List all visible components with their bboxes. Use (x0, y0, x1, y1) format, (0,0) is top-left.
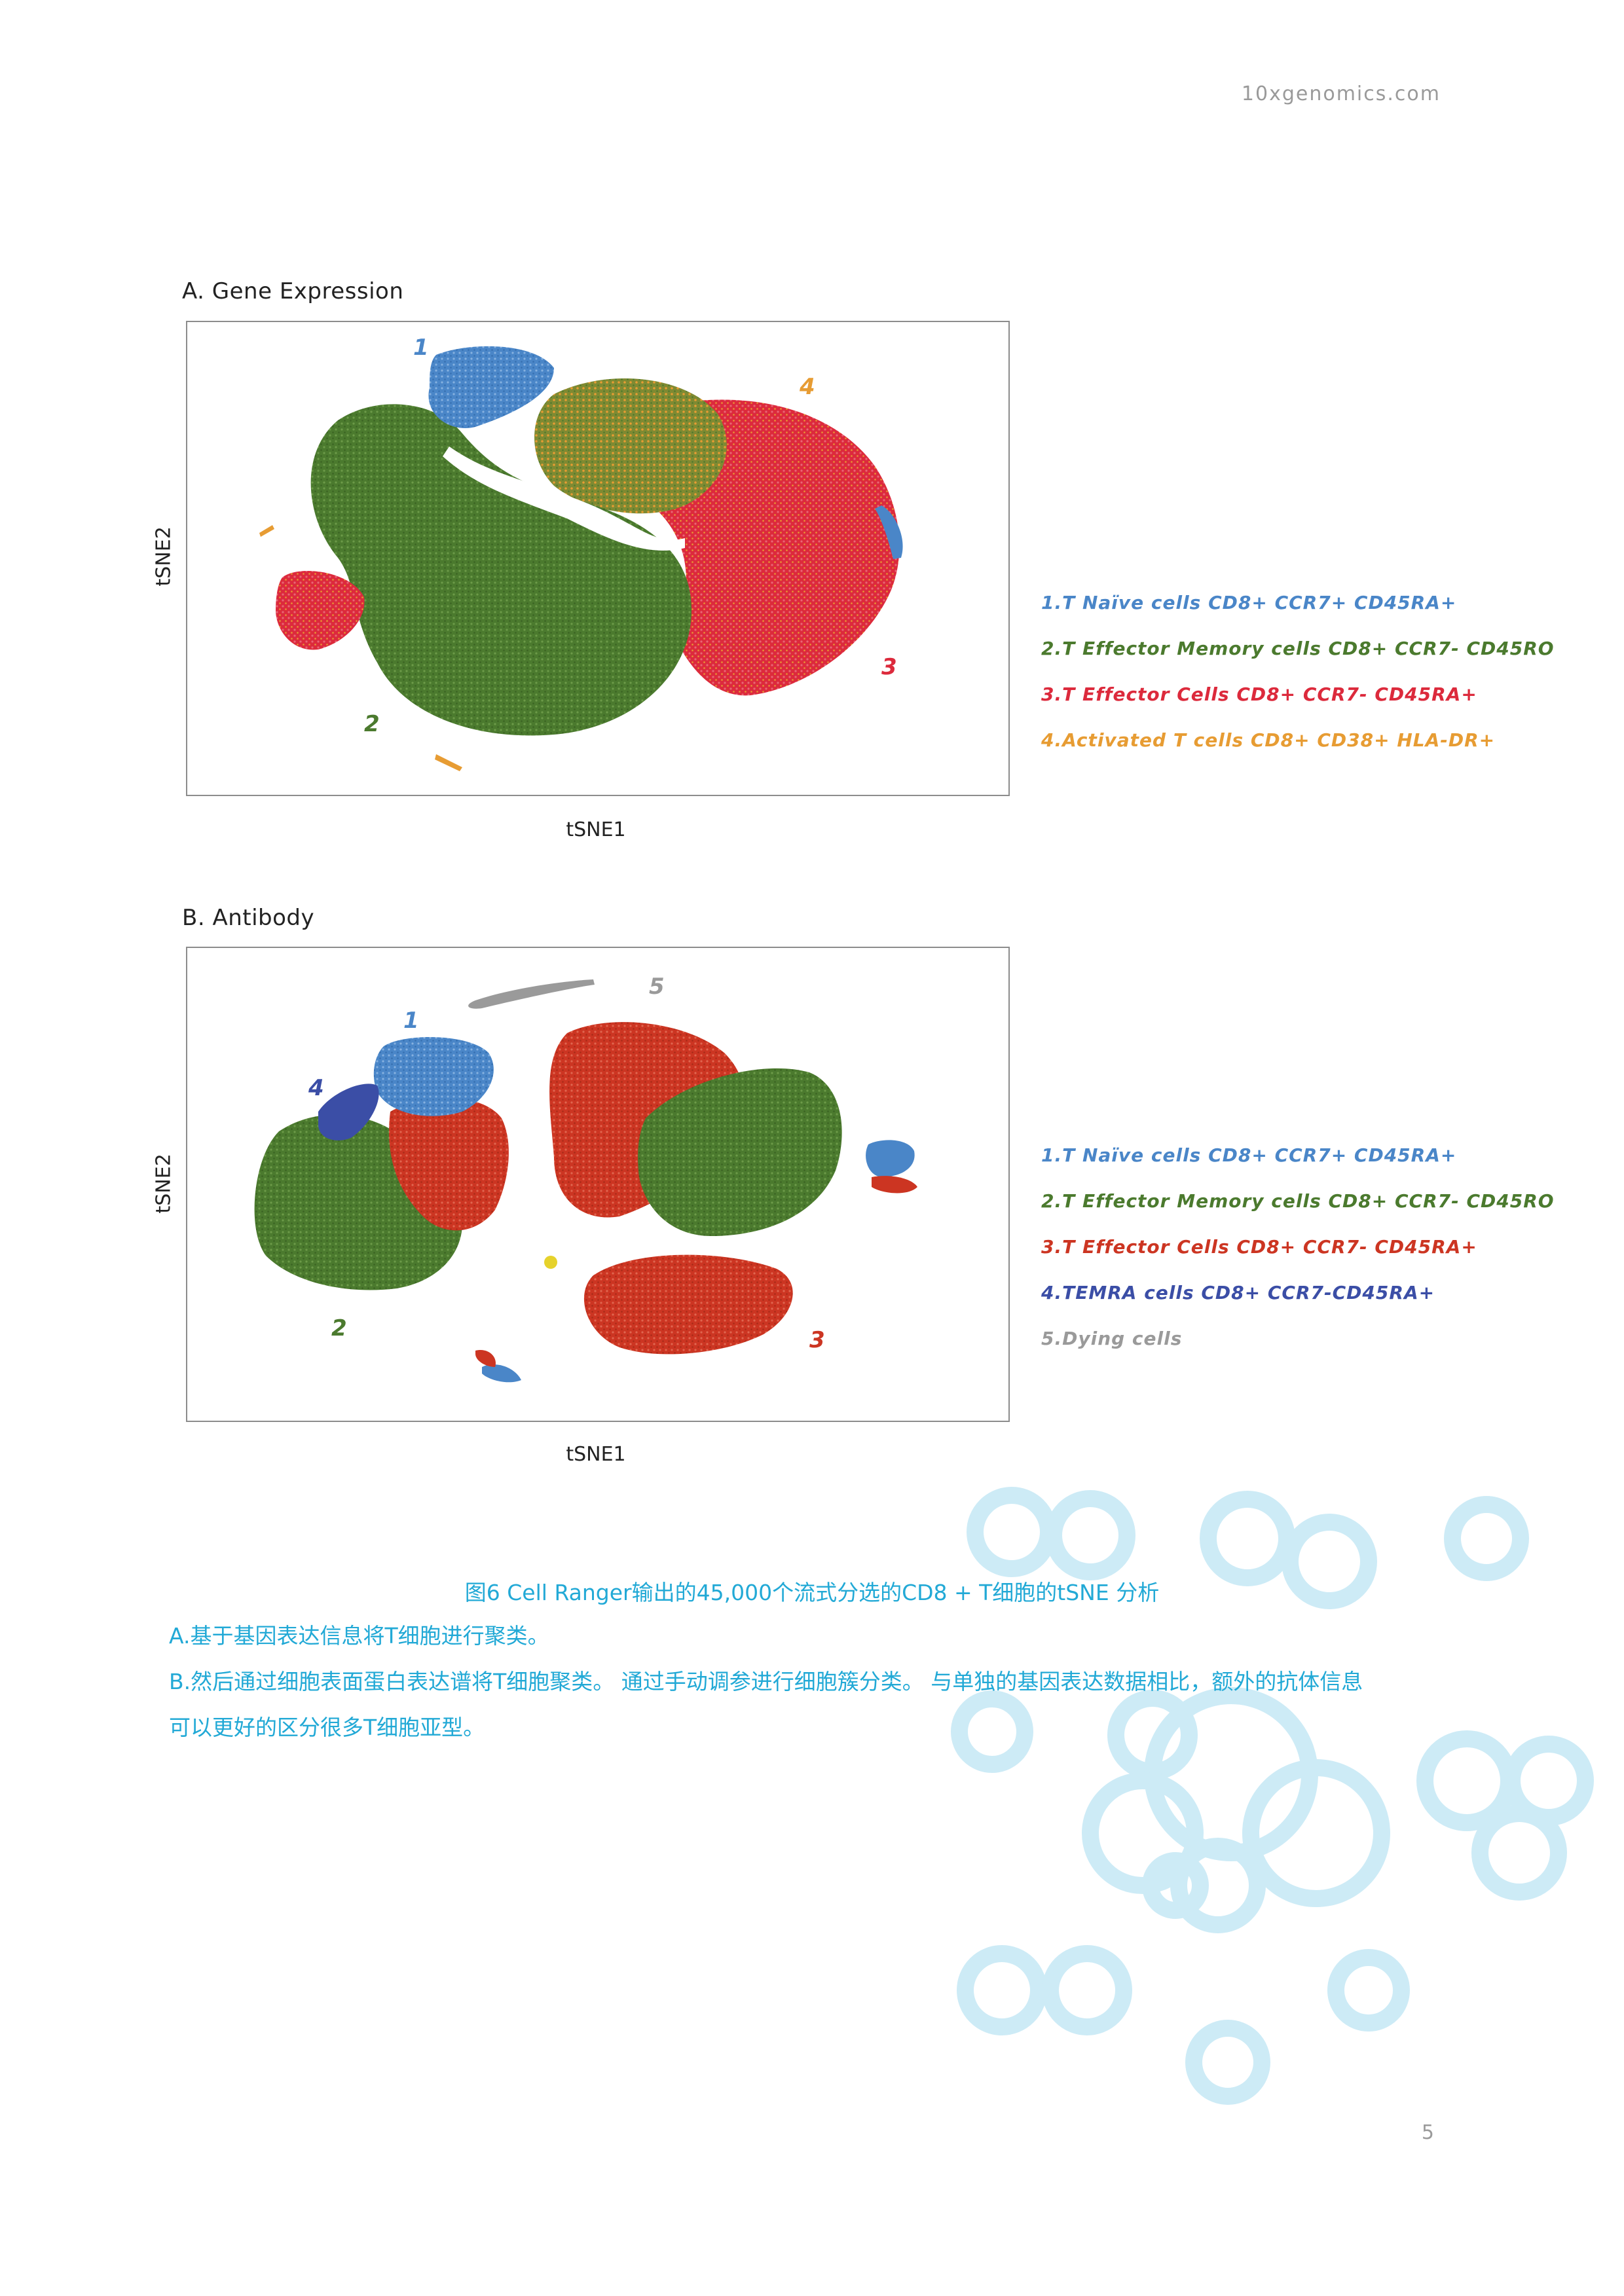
panel-a-tsne: 1 2 3 4 (259, 335, 903, 771)
panel-b-tsne: 1 2 3 4 5 (254, 974, 917, 1383)
panel-b-cluster-label-3: 3 (809, 1327, 825, 1353)
panel-a-cluster-label-1: 1 (413, 335, 429, 361)
panel-b-cluster-label-5: 5 (649, 974, 665, 1000)
panel-b-y-axis-label: tSNE2 (152, 1154, 175, 1214)
panel-a-cluster-label-4: 4 (799, 374, 815, 400)
page-number: 5 (1421, 2121, 1434, 2144)
panel-a-cluster-label-3: 3 (881, 654, 897, 680)
figure-caption-title: 图6 Cell Ranger输出的45,000个流式分选的CD8 + T细胞的t… (464, 1580, 1160, 1605)
cluster-4-region (318, 1084, 379, 1140)
cluster-1-region (373, 1037, 494, 1116)
legend-item-temra: 4.TEMRA cells CD8+ CCR7-CD45RA+ (1041, 1282, 1435, 1303)
cluster-3b-region (276, 571, 365, 650)
panel-a-x-axis-label: tSNE1 (566, 818, 626, 841)
legend-item-effector: 3.T Effector Cells CD8+ CCR7- CD45RA+ (1041, 1236, 1477, 1258)
cluster-4-region (534, 378, 727, 514)
cluster-2b-region (638, 1068, 842, 1236)
panel-b-cluster-label-4: 4 (308, 1075, 324, 1101)
panel-b-legend: 1.T Naïve cells CD8+ CCR7+ CD45RA+ 2.T E… (1041, 1133, 1555, 1362)
figure-caption-line-a: A.基于基因表达信息将T细胞进行聚类。 (169, 1623, 549, 1649)
legend-item-naive: 1.T Naïve cells CD8+ CCR7+ CD45RA+ (1041, 1144, 1457, 1166)
panel-a-plot: 1 2 3 4 (186, 321, 1010, 796)
panel-a-y-axis-label: tSNE2 (152, 526, 175, 587)
legend-item-effector-memory: 2.T Effector Memory cells CD8+ CCR7- CD4… (1041, 638, 1555, 659)
legend-item-effector: 3.T Effector Cells CD8+ CCR7- CD45RA+ (1041, 683, 1477, 705)
cluster-3c-region (583, 1254, 793, 1355)
cluster-3a-region (389, 1097, 509, 1231)
panel-a-title: A. Gene Expression (182, 278, 404, 304)
panel-b-cluster-label-2: 2 (331, 1315, 347, 1341)
panel-a-legend: 1.T Naïve cells CD8+ CCR7+ CD45RA+ 2.T E… (1041, 580, 1555, 763)
cluster-2-region (310, 404, 692, 736)
figure-caption-line-b2: 可以更好的区分很多T细胞亚型。 (169, 1715, 485, 1740)
legend-item-dying: 5.Dying cells (1041, 1328, 1183, 1349)
panel-b-plot: 1 2 3 4 5 (186, 947, 1010, 1422)
figure-caption-line-b1: B.然后通过细胞表面蛋白表达谱将T细胞聚类。 通过手动调参进行细胞簇分类。 与单… (169, 1669, 1363, 1694)
site-url: 10xgenomics.com (1241, 82, 1441, 105)
legend-item-activated: 4.Activated T cells CD8+ CD38+ HLA-DR+ (1041, 729, 1496, 751)
panel-b-title: B. Antibody (182, 905, 315, 931)
legend-item-effector-memory: 2.T Effector Memory cells CD8+ CCR7- CD4… (1041, 1190, 1555, 1212)
panel-b-x-axis-label: tSNE1 (566, 1443, 626, 1466)
panel-a-cluster-label-2: 2 (364, 711, 380, 737)
panel-b-cluster-label-1: 1 (403, 1008, 419, 1034)
cluster-1-region (428, 346, 554, 428)
cluster-5-region (468, 979, 595, 1009)
legend-item-naive: 1.T Naïve cells CD8+ CCR7+ CD45RA+ (1041, 592, 1457, 613)
